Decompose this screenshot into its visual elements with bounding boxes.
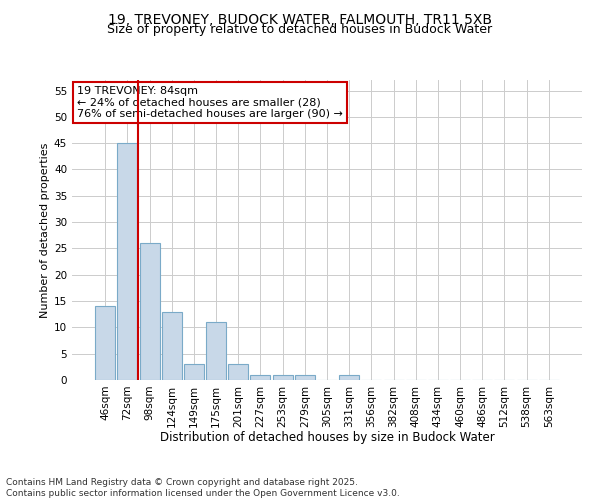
Bar: [95, 306, 115, 380]
Bar: [184, 364, 204, 380]
Bar: [272, 374, 293, 380]
X-axis label: Distribution of detached houses by size in Budock Water: Distribution of detached houses by size …: [160, 431, 494, 444]
Bar: [228, 364, 248, 380]
Text: Size of property relative to detached houses in Budock Water: Size of property relative to detached ho…: [107, 22, 493, 36]
Bar: [206, 322, 226, 380]
Bar: [295, 374, 315, 380]
Text: 19 TREVONEY: 84sqm
← 24% of detached houses are smaller (28)
76% of semi-detache: 19 TREVONEY: 84sqm ← 24% of detached hou…: [77, 86, 343, 119]
Bar: [140, 243, 160, 380]
Text: 19, TREVONEY, BUDOCK WATER, FALMOUTH, TR11 5XB: 19, TREVONEY, BUDOCK WATER, FALMOUTH, TR…: [108, 12, 492, 26]
Bar: [162, 312, 182, 380]
Bar: [118, 143, 137, 380]
Bar: [339, 374, 359, 380]
Text: Contains HM Land Registry data © Crown copyright and database right 2025.
Contai: Contains HM Land Registry data © Crown c…: [6, 478, 400, 498]
Bar: [250, 374, 271, 380]
Y-axis label: Number of detached properties: Number of detached properties: [40, 142, 50, 318]
